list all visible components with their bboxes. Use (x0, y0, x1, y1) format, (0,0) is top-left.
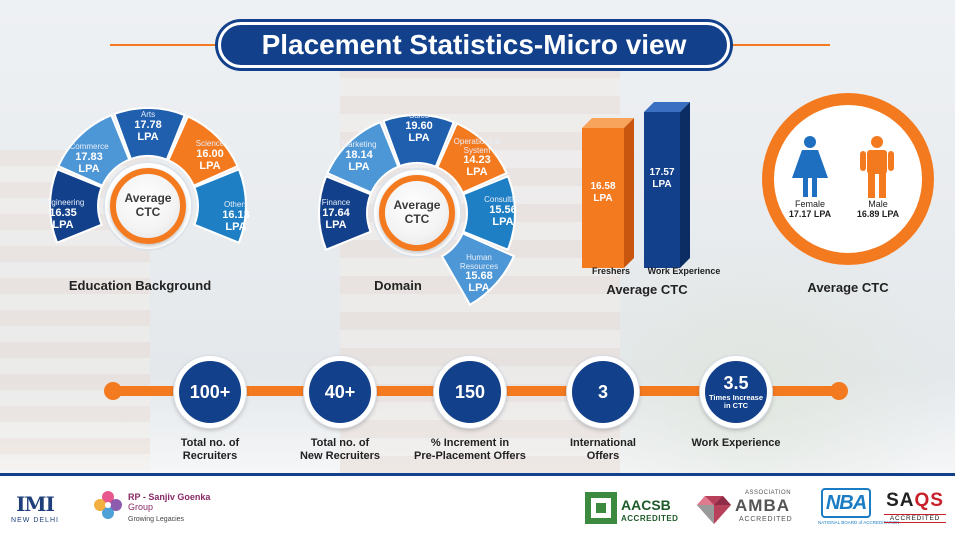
experience-caption: Average CTC (606, 282, 688, 297)
domain-center-label: Average CTC (379, 175, 455, 251)
amba-logo: ASSOCIATION AMBA ACCREDITED (697, 490, 805, 528)
domain-ctc-wheel: Finance 17.64 LPA Marketing 18.14 LPA Sales 1… (302, 96, 532, 321)
domain-segment-5 (440, 232, 516, 307)
female-icon (792, 136, 828, 197)
timeline-end-dot (830, 382, 848, 400)
bar-label-work-experience: Work Experience (647, 266, 721, 276)
segment-label-sales: Sales 19.60 LPA (405, 111, 433, 144)
domain-segment-2 (382, 114, 456, 168)
male-ctc-label: Male 16.89 LPA (856, 199, 900, 220)
domain-segment-4 (462, 174, 516, 252)
experience-bars-graphic (582, 102, 690, 268)
page-title: Placement Statistics-Micro view (218, 22, 730, 68)
stat-caption-ppo-increment: % Increment in Pre-Placement Offers (414, 437, 526, 463)
education-segment-4 (193, 167, 247, 245)
background-trees (620, 230, 955, 490)
title-rule-right (730, 44, 830, 46)
education-segment-1 (57, 113, 131, 187)
stat-caption-recruiters: Total no. of Recruiters (180, 437, 240, 463)
timeline-start-dot (104, 382, 122, 400)
segment-label-consulting: Consulting 15.56 LPA (484, 195, 522, 228)
domain-segment-1 (326, 120, 400, 194)
title-rule-left (110, 44, 218, 46)
segment-label-human-resources: Human Resources 15.68 LPA (459, 253, 499, 295)
segment-label-engineering: Engineering 16.35 LPA (41, 198, 85, 231)
domain-segment-3 (436, 122, 508, 194)
education-segment-3 (167, 115, 239, 187)
segment-label-commerce: Commerce 17.83 LPA (69, 142, 109, 175)
gender-ctc-ring (762, 93, 934, 265)
imi-logo: IMI NEW DELHI (11, 492, 59, 524)
amba-gem-icon (697, 496, 731, 524)
segment-label-operations: Operations & System 14.23 LPA (453, 137, 501, 179)
stat-caption-work-experience: Work Experience (691, 437, 781, 449)
footer-logo-bar: IMI NEW DELHI RP - Sanjiv Goenka Group G… (0, 473, 955, 535)
stat-circle-ppo-increment: 150 (434, 356, 506, 428)
segment-label-arts: Arts 17.78 LPA (134, 110, 162, 143)
bar-freshers: 16.58 LPA (590, 181, 616, 204)
segment-label-others: Others 16.13 LPA (222, 200, 250, 233)
segment-label-science: Science 16.00 LPA (195, 139, 225, 172)
experience-bars: 16.58 LPA 17.57 LPA (580, 100, 700, 270)
education-segment-2 (113, 107, 187, 161)
male-icon (860, 136, 894, 198)
nba-logo: NBA NATIONAL BOARD of ACCREDITATION (818, 488, 899, 528)
female-ctc-label: Female 17.17 LPA (788, 199, 832, 220)
bar-label-freshers: Freshers (591, 266, 631, 276)
education-segment-0 (49, 167, 103, 245)
education-caption: Education Background (68, 278, 212, 293)
education-center-label: Average CTC (110, 168, 186, 244)
saqs-logo: SAQS ACCREDITED (884, 490, 946, 528)
segment-label-marketing: Marketing 18.14 LPA (341, 140, 377, 173)
stat-circle-ctc-increase: 3.5 Times Increase in CTC (700, 356, 772, 428)
education-ctc-wheel: Engineering 16.35 LPA Commerce 17.83 LPA Art… (28, 98, 278, 268)
rpsg-logo: RP - Sanjiv Goenka Group Growing Legacie… (92, 489, 242, 529)
gender-caption: Average CTC (807, 280, 889, 295)
stat-caption-international-offers: International Offers (569, 437, 636, 463)
stat-circle-new-recruiters: 40+ (304, 356, 376, 428)
stat-caption-new-recruiters: Total no. of New Recruiters (299, 437, 381, 463)
domain-segment-0 (318, 174, 372, 252)
domain-caption: Domain (374, 278, 422, 293)
rpsg-flower-icon (94, 491, 122, 519)
segment-label-finance: Finance 17.64 LPA (321, 198, 351, 231)
aacsb-logo: AACSB ACCREDITED (585, 492, 685, 526)
stat-circle-recruiters: 100+ (174, 356, 246, 428)
bar-work-experience: 17.57 LPA (649, 167, 675, 190)
stat-circle-international-offers: 3 (567, 356, 639, 428)
